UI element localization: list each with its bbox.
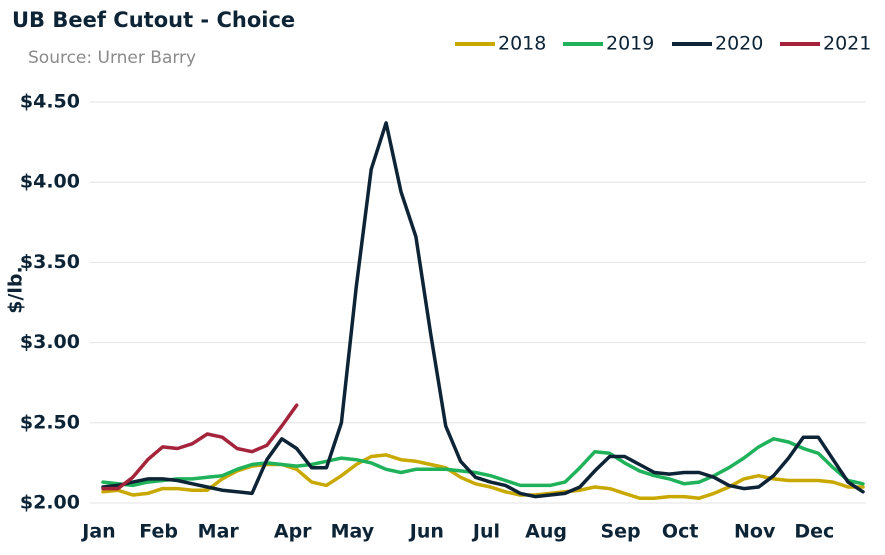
y-axis-label: $/lb. bbox=[5, 266, 27, 314]
line-series bbox=[101, 437, 865, 488]
y-tick-label: $3.00 bbox=[20, 331, 80, 353]
y-tick-label: $2.00 bbox=[20, 492, 80, 514]
line-series bbox=[101, 121, 865, 499]
x-tick-label: Jun bbox=[408, 521, 444, 543]
x-tick-label: Apr bbox=[274, 521, 312, 543]
y-tick-label: $4.50 bbox=[20, 91, 80, 113]
x-tick-label: Feb bbox=[139, 521, 178, 543]
line-series bbox=[101, 403, 299, 491]
x-tick-label: Mar bbox=[198, 521, 240, 543]
x-tick-label: Jul bbox=[471, 521, 500, 543]
legend-label: 2021 bbox=[823, 33, 871, 55]
legend-label: 2020 bbox=[715, 33, 763, 55]
y-tick-label: $2.50 bbox=[20, 411, 80, 433]
y-tick-label: $3.50 bbox=[20, 251, 80, 273]
x-tick-label: Aug bbox=[525, 521, 567, 543]
x-tick-label: Nov bbox=[734, 521, 776, 543]
legend-label: 2018 bbox=[498, 33, 546, 55]
x-tick-label: Sep bbox=[600, 521, 640, 543]
x-tick-label: Jan bbox=[80, 521, 115, 543]
x-tick-label: Oct bbox=[662, 521, 699, 543]
x-tick-label: May bbox=[331, 521, 375, 543]
line-series bbox=[101, 453, 865, 500]
chart-subtitle: Source: Urner Barry bbox=[28, 48, 196, 68]
legend-label: 2019 bbox=[606, 33, 654, 55]
chart-title: UB Beef Cutout - Choice bbox=[12, 8, 295, 32]
x-tick-label: Dec bbox=[794, 521, 834, 543]
y-tick-label: $4.00 bbox=[20, 171, 80, 193]
